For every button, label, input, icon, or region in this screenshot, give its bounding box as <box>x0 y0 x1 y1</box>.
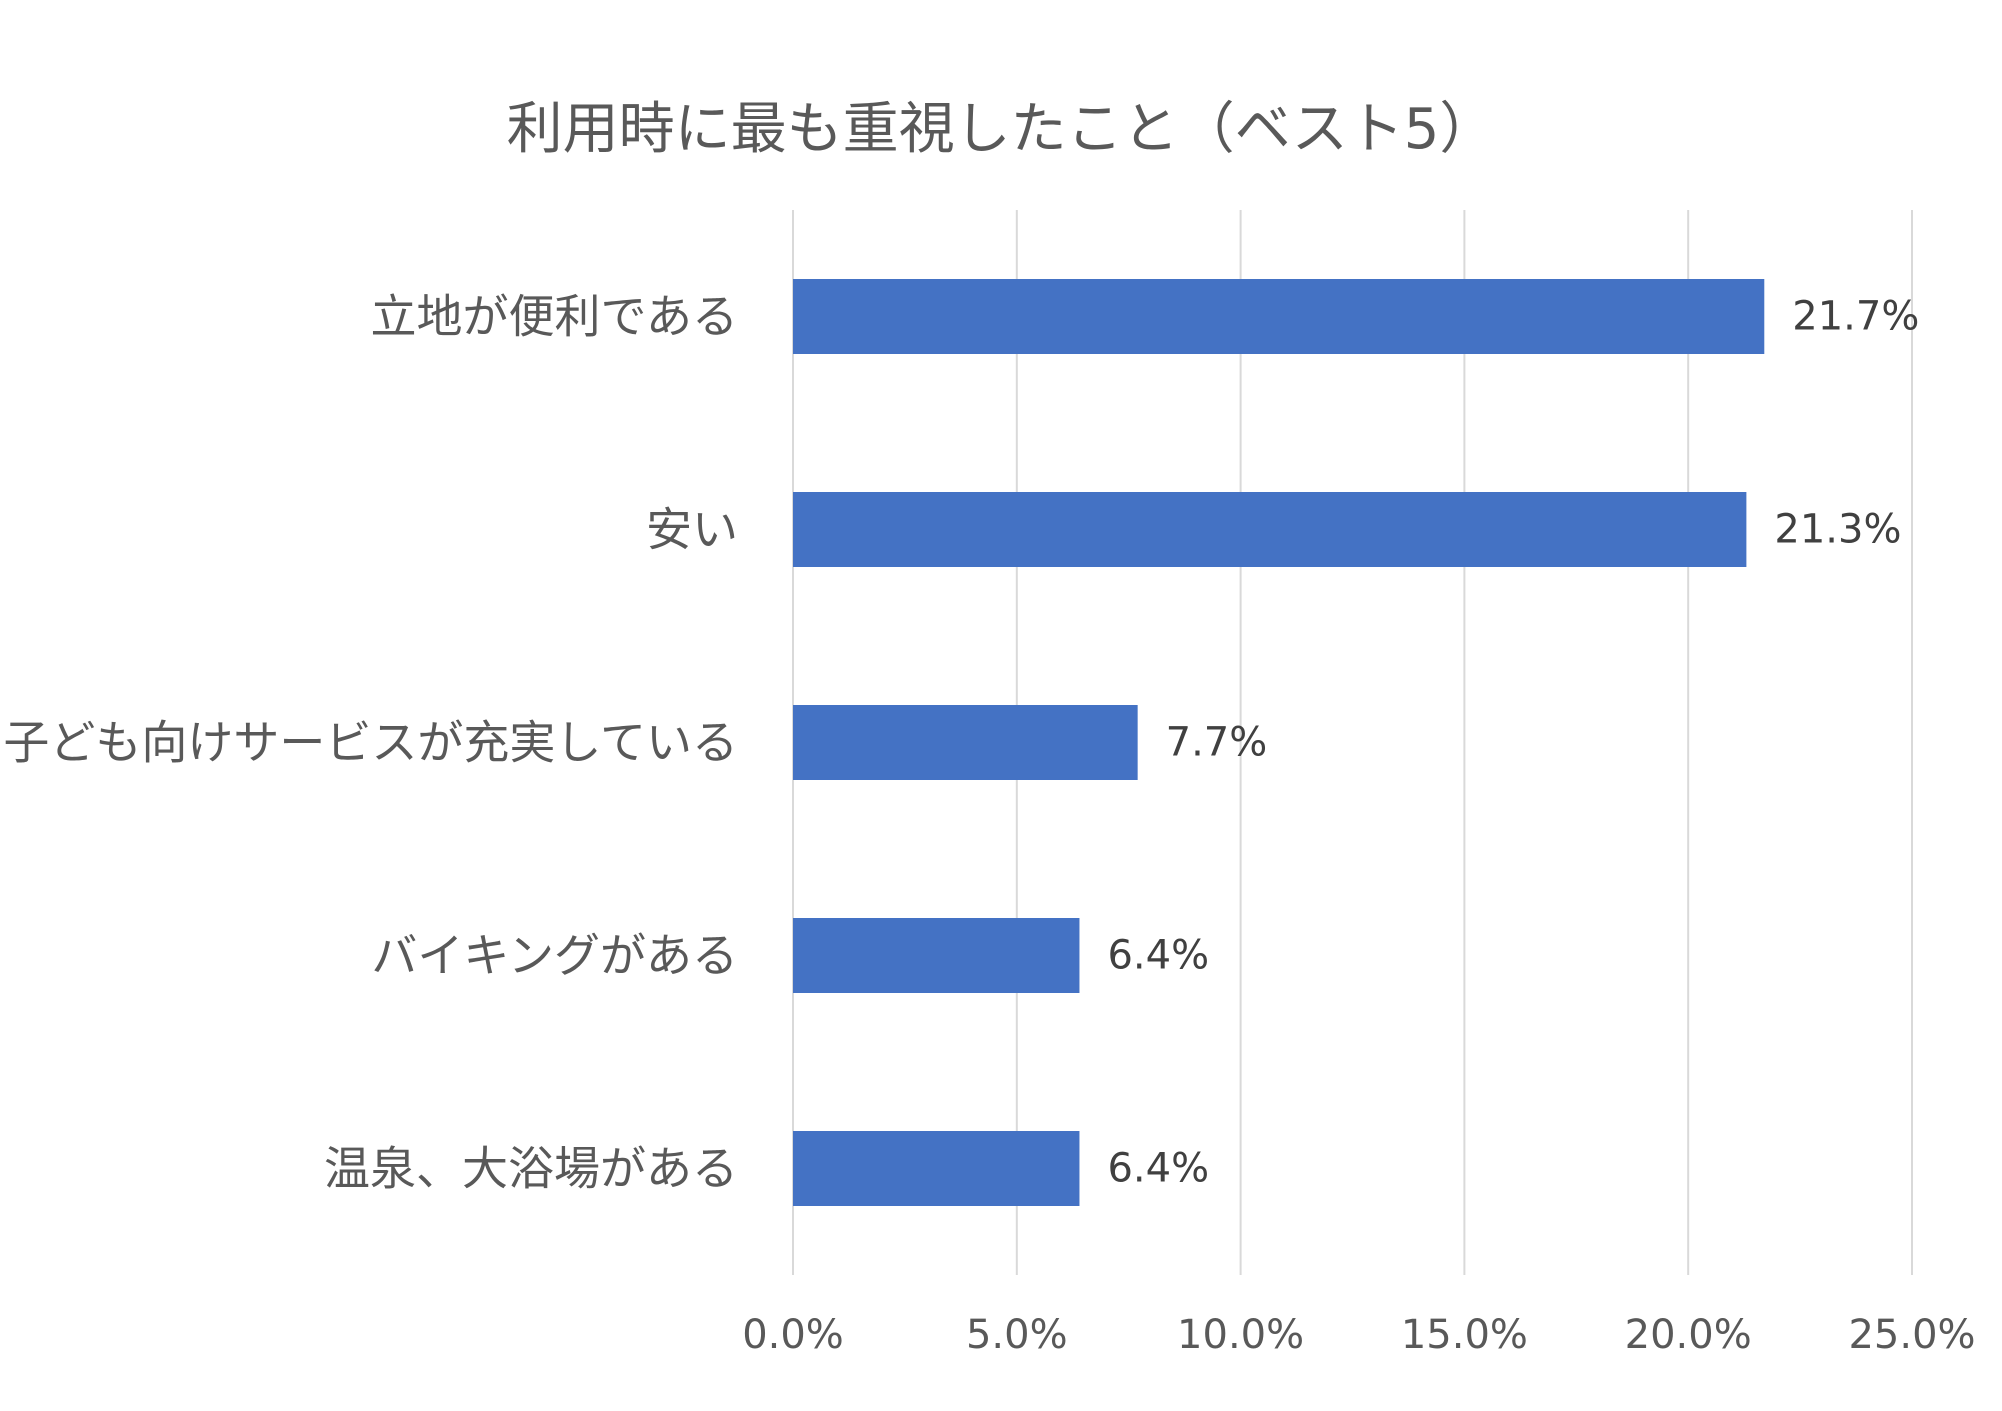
bars <box>793 279 1765 1206</box>
data-label: 6.4% <box>1107 1146 1209 1192</box>
data-labels: 21.7% 21.3% 7.7% 6.4% 6.4% <box>1107 294 1919 1192</box>
x-axis-tick-labels: 0.0% 5.0% 10.0% 15.0% 20.0% 25.0% <box>742 1312 1975 1358</box>
bar <box>793 279 1765 354</box>
category-labels: 立地が便利である安い子ども向けサービスが充実しているバイキングがある温泉、大浴場… <box>3 290 738 1196</box>
x-tick-label: 5.0% <box>966 1312 1068 1358</box>
category-label: 温泉、大浴場がある <box>324 1142 738 1196</box>
bar <box>793 1131 1080 1206</box>
category-label: 子ども向けサービスが充実している <box>3 716 738 770</box>
category-label: 立地が便利である <box>370 290 738 344</box>
data-label: 6.4% <box>1107 933 1209 979</box>
data-label: 21.3% <box>1774 507 1901 553</box>
x-tick-label: 20.0% <box>1625 1312 1752 1358</box>
bar <box>793 492 1747 567</box>
bar <box>793 918 1080 993</box>
category-label: 安い <box>646 503 738 557</box>
chart-title: 利用時に最も重視したこと（ベスト5） <box>507 97 1496 162</box>
x-tick-label: 15.0% <box>1401 1312 1528 1358</box>
data-label: 7.7% <box>1166 720 1268 766</box>
x-tick-label: 10.0% <box>1177 1312 1304 1358</box>
data-label: 21.7% <box>1792 294 1919 340</box>
x-tick-label: 0.0% <box>742 1312 844 1358</box>
bar <box>793 705 1138 780</box>
gridlines <box>792 210 1913 1275</box>
category-label: バイキングがある <box>371 929 738 983</box>
x-tick-label: 25.0% <box>1848 1312 1975 1358</box>
